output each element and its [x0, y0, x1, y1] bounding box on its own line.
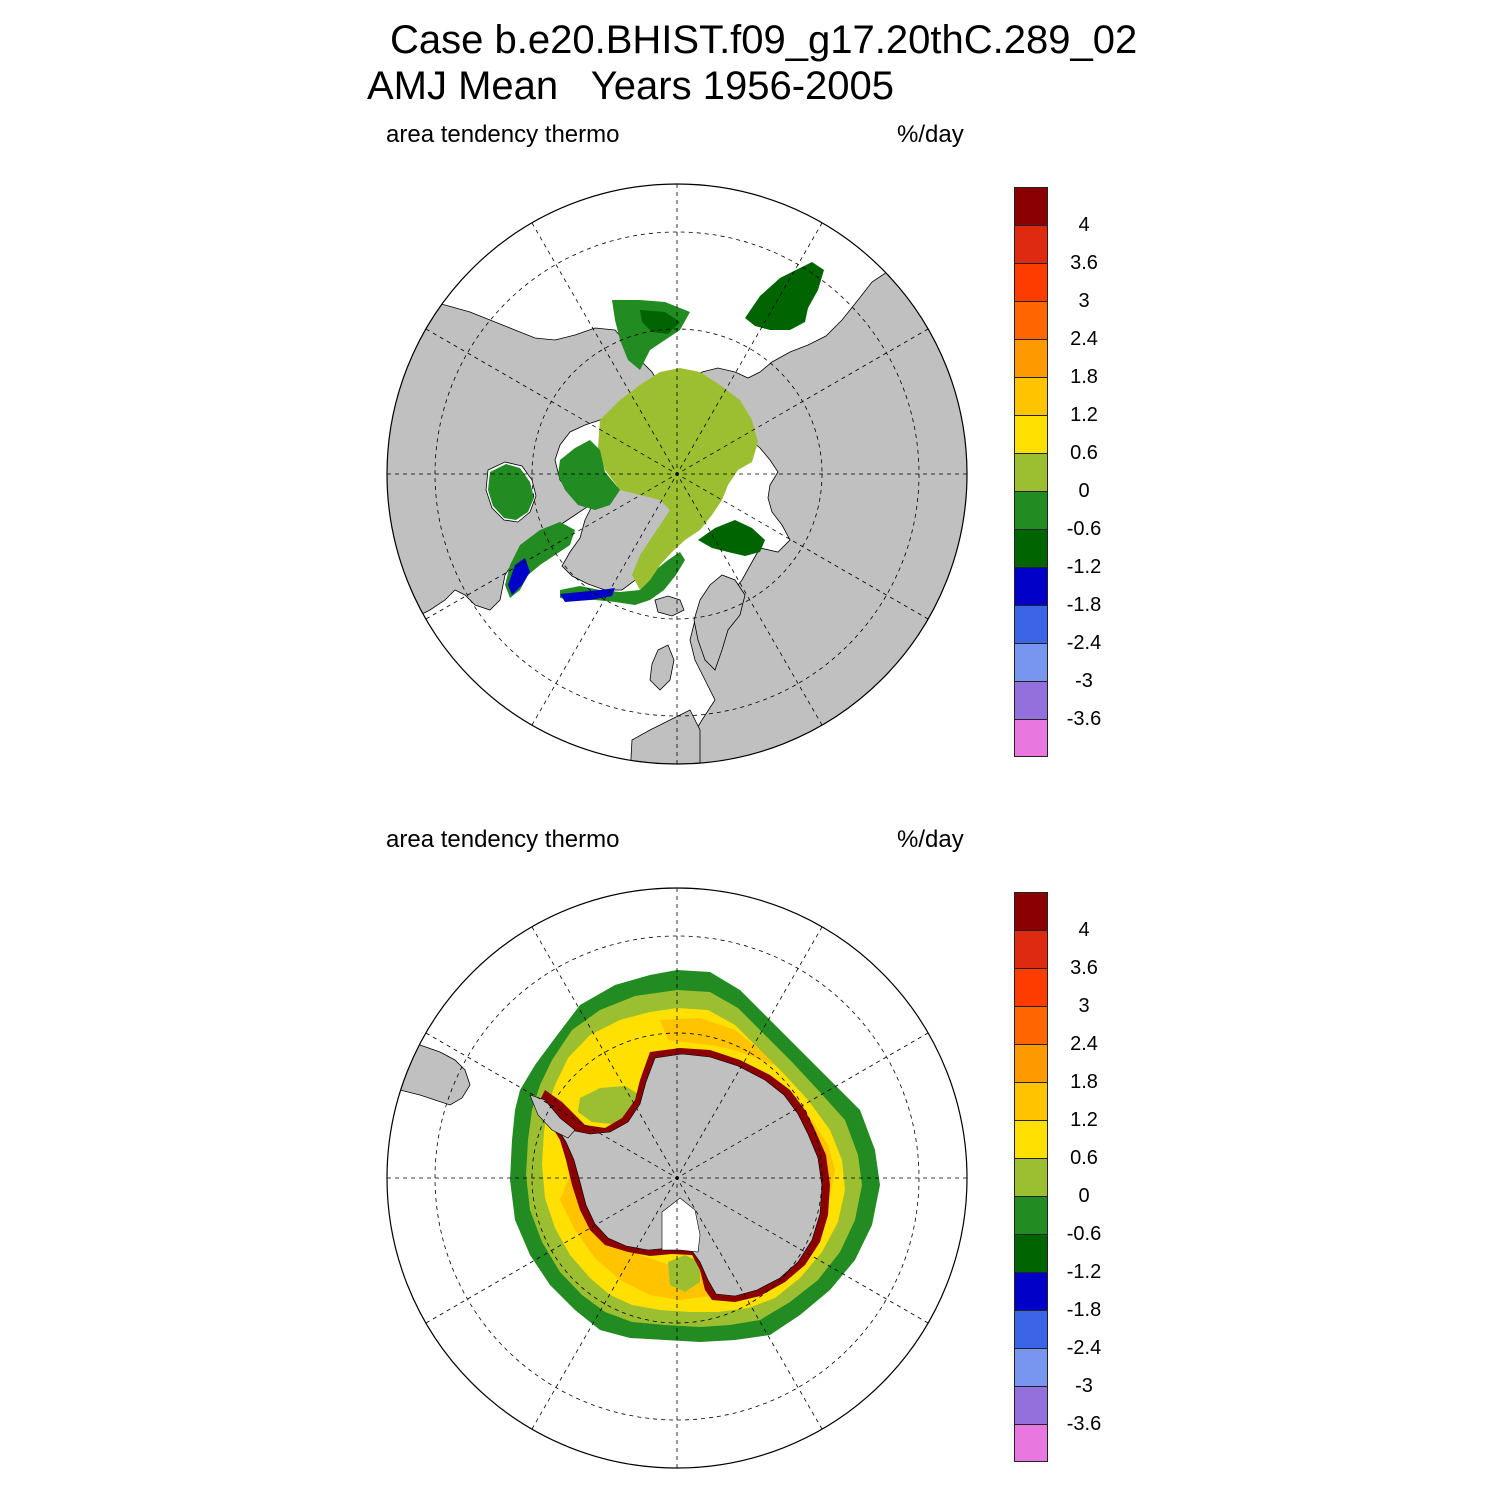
eurasia-landmass [687, 261, 967, 764]
ross-ice-region [668, 1255, 700, 1292]
north-colorbar-label: 3 [1078, 290, 1090, 312]
north-polar-map [386, 183, 968, 765]
figure-title-period: AMJ Mean Years 1956-2005 [367, 64, 895, 108]
south-colorbar-label: 3.6 [1070, 957, 1098, 979]
hudson-bay-ice-region [488, 464, 534, 520]
south-colorbar-label: 1.8 [1070, 1071, 1098, 1093]
arctic-ice-region-light [598, 368, 758, 590]
south-colorbar-swatch [1014, 1272, 1048, 1310]
north-colorbar-swatch [1014, 643, 1048, 681]
north-colorbar-label: 4 [1078, 214, 1090, 236]
north-colorbar-swatch [1014, 377, 1048, 415]
north-colorbar-swatch [1014, 567, 1048, 605]
north-colorbar: 4 3.6 3 2.4 1.8 1.2 0.6 0 -0.6 -1.2 -1.8 -2.4 -3 -3.6 [1014, 187, 1114, 757]
north-colorbar-label: -2.4 [1066, 632, 1102, 654]
south-colorbar-swatch [1014, 1006, 1048, 1044]
okhotsk-ice-region [745, 262, 824, 330]
north-colorbar-swatch [1014, 263, 1048, 301]
antarctic-ice-orange-patch-2 [660, 1018, 775, 1065]
south-colorbar-swatch [1014, 1234, 1048, 1272]
north-colorbar-swatch [1014, 491, 1048, 529]
north-colorbar-swatch [1014, 339, 1048, 377]
south-polar-map [386, 887, 968, 1469]
ross-ice-shelf [661, 1197, 701, 1253]
south-map-border [386, 887, 968, 1469]
south-colorbar-label: 1.2 [1070, 1109, 1098, 1131]
south-colorbar-swatch [1014, 1348, 1048, 1386]
north-panel-variable-label: area tendency thermo [386, 121, 620, 148]
south-colorbar: 4 3.6 3 2.4 1.8 1.2 0.6 0 -0.6 -1.2 -1.8 -2.4 -3 -3.6 [1014, 892, 1114, 1462]
south-colorbar-label: 0 [1078, 1185, 1090, 1207]
south-colorbar-swatch [1014, 1386, 1048, 1424]
south-colorbar-swatch [1014, 1120, 1048, 1158]
north-colorbar-swatch [1014, 301, 1048, 339]
north-colorbar-label: 2.4 [1070, 328, 1098, 350]
south-colorbar-swatch [1014, 1310, 1048, 1348]
south-colorbar-label: -0.6 [1066, 1223, 1102, 1245]
south-colorbar-swatch [1014, 1196, 1048, 1234]
north-colorbar-label: -3 [1075, 670, 1093, 692]
british-isles-landmass [649, 644, 675, 691]
north-colorbar-label: 1.8 [1070, 366, 1098, 388]
north-colorbar-label: -3.6 [1066, 708, 1102, 730]
south-colorbar-swatch [1014, 1158, 1048, 1196]
antarctic-peninsula [529, 1094, 576, 1139]
north-colorbar-swatch [1014, 453, 1048, 491]
labrador-ice-edge-blue [508, 558, 530, 595]
archipelago-ice-region [558, 440, 620, 510]
barents-ice-region [698, 520, 765, 556]
scandinavia-landmass [693, 574, 746, 671]
north-map-border [386, 183, 968, 765]
north-colorbar-label: 1.2 [1070, 404, 1098, 426]
south-graticule [387, 888, 967, 1468]
south-colorbar-swatch [1014, 892, 1048, 930]
north-colorbar-swatch [1014, 187, 1048, 225]
south-colorbar-swatch [1014, 968, 1048, 1006]
south-colorbar-label: -1.2 [1066, 1261, 1102, 1283]
north-colorbar-swatch [1014, 529, 1048, 567]
south-colorbar-swatch [1014, 1044, 1048, 1082]
south-colorbar-label: 0.6 [1070, 1147, 1098, 1169]
figure-title-case: Case b.e20.BHIST.f09_g17.20thC.289_02 [390, 18, 1138, 62]
south-colorbar-label: 2.4 [1070, 1033, 1098, 1055]
north-panel-units-label: %/day [897, 121, 964, 148]
europe-landmass [629, 709, 701, 764]
south-panel-variable-label: area tendency thermo [386, 826, 620, 853]
south-colorbar-label: 4 [1078, 919, 1090, 941]
south-colorbar-label: -2.4 [1066, 1337, 1102, 1359]
north-colorbar-label: 0.6 [1070, 442, 1098, 464]
north-colorbar-swatch [1014, 719, 1048, 757]
north-colorbar-swatch [1014, 225, 1048, 263]
north-colorbar-label: -1.2 [1066, 556, 1102, 578]
bering-ice-dark [640, 310, 680, 334]
south-colorbar-label: -3 [1075, 1375, 1093, 1397]
north-colorbar-swatch [1014, 415, 1048, 453]
south-colorbar-swatch [1014, 1082, 1048, 1120]
south-colorbar-swatch [1014, 930, 1048, 968]
north-colorbar-swatch [1014, 605, 1048, 643]
south-panel-units-label: %/day [897, 826, 964, 853]
south-colorbar-label: -3.6 [1066, 1413, 1102, 1435]
north-colorbar-label: -0.6 [1066, 518, 1102, 540]
north-colorbar-label: 3.6 [1070, 252, 1098, 274]
greenland-sea-ice-edge-blue [560, 588, 615, 602]
south-colorbar-swatch [1014, 1424, 1048, 1462]
south-colorbar-label: -1.8 [1066, 1299, 1102, 1321]
south-colorbar-label: 3 [1078, 995, 1090, 1017]
north-colorbar-label: -1.8 [1066, 594, 1102, 616]
weddell-ice-region [578, 1086, 640, 1124]
north-colorbar-label: 0 [1078, 480, 1090, 502]
north-graticule [387, 184, 967, 764]
north-colorbar-swatch [1014, 681, 1048, 719]
